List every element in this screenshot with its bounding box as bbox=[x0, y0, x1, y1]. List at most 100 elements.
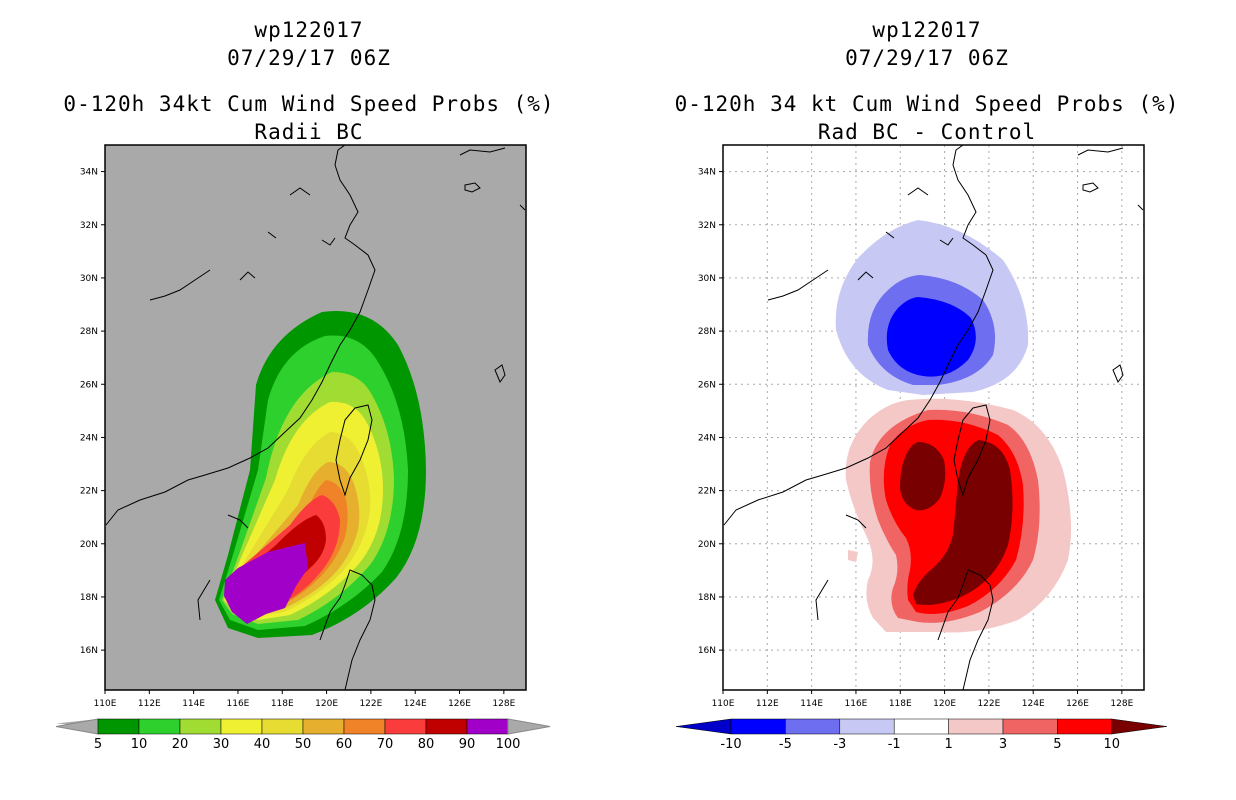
colorbar-swatch bbox=[839, 718, 895, 735]
x-tick-label: 126E bbox=[1066, 699, 1089, 709]
y-tick-label: 26N bbox=[698, 380, 716, 390]
right-map: 110E 112E 114E 116E 118E 120E 122E 124E 126E 128E… bbox=[675, 144, 1167, 752]
right-map-frame bbox=[722, 144, 1145, 691]
x-tick-label: 116E bbox=[227, 699, 250, 709]
diff-positive-10-east bbox=[913, 440, 1013, 605]
colorbar-high-arrow bbox=[1111, 718, 1167, 735]
colorbar-swatch bbox=[466, 718, 509, 735]
colorbar-swatch bbox=[261, 718, 304, 735]
x-tick-label: 112E bbox=[756, 699, 779, 709]
y-tick-label: 16N bbox=[80, 646, 98, 656]
y-tick-label: 28N bbox=[80, 327, 98, 337]
left-datetime: 07/29/17 06Z bbox=[227, 46, 391, 70]
x-tick-label: 122E bbox=[359, 699, 382, 709]
diff-positive-isolated bbox=[848, 550, 858, 562]
x-tick-label: 124E bbox=[404, 699, 427, 709]
y-tick-label: 26N bbox=[80, 380, 98, 390]
x-tick-label: 116E bbox=[845, 699, 868, 709]
y-tick-label: 22N bbox=[80, 487, 98, 497]
colorbar-label: 5 bbox=[1053, 737, 1061, 752]
right-x-axis: 110E 112E 114E 116E 118E 120E 122E 124E 126E 128E bbox=[712, 690, 1134, 709]
x-tick-label: 126E bbox=[448, 699, 471, 709]
colorbar-swatch bbox=[893, 718, 949, 735]
y-tick-label: 30N bbox=[80, 274, 98, 284]
x-tick-label: 110E bbox=[712, 699, 735, 709]
prob-contour-90 bbox=[224, 543, 308, 624]
colorbar-swatch bbox=[948, 718, 1004, 735]
x-tick-label: 124E bbox=[1022, 699, 1045, 709]
y-tick-label: 34N bbox=[698, 168, 716, 178]
colorbar-swatch bbox=[1002, 718, 1058, 735]
y-tick-label: 30N bbox=[698, 274, 716, 284]
colorbar-label: 30 bbox=[213, 737, 230, 752]
colorbar-swatch bbox=[220, 718, 263, 735]
colorbar-label: 10 bbox=[1104, 737, 1121, 752]
colorbar-label: 70 bbox=[377, 737, 394, 752]
colorbar-swatch bbox=[179, 718, 222, 735]
colorbar-label: 3 bbox=[999, 737, 1007, 752]
right-title: 0-120h 34 kt Cum Wind Speed Probs (%) bbox=[674, 92, 1180, 116]
colorbar-swatch bbox=[384, 718, 427, 735]
y-tick-label: 20N bbox=[80, 540, 98, 550]
colorbar-high-arrow bbox=[507, 718, 551, 735]
colorbar-label: 20 bbox=[172, 737, 189, 752]
diff-positive-10-west bbox=[900, 442, 946, 511]
colorbar-swatch bbox=[425, 718, 468, 735]
diff-negative-5 bbox=[886, 297, 976, 377]
colorbar-label: -3 bbox=[833, 737, 846, 752]
left-panel: wp122017 07/29/17 06Z 0-120h 34kt Cum Wi… bbox=[55, 18, 555, 752]
colorbar-swatch bbox=[97, 718, 140, 735]
colorbar-label: 50 bbox=[295, 737, 312, 752]
colorbar-swatch bbox=[343, 718, 386, 735]
x-tick-label: 122E bbox=[977, 699, 1000, 709]
colorbar-label: 40 bbox=[254, 737, 271, 752]
right-storm-id: wp122017 bbox=[872, 18, 982, 42]
colorbar-label: 60 bbox=[336, 737, 353, 752]
colorbar-label: -1 bbox=[888, 737, 901, 752]
left-colorbar: 5 10 20 30 40 50 60 70 80 90 100 bbox=[55, 718, 551, 752]
y-tick-label: 16N bbox=[698, 646, 716, 656]
colorbar-label: 80 bbox=[418, 737, 435, 752]
colorbar-label: -5 bbox=[779, 737, 792, 752]
y-tick-label: 20N bbox=[698, 540, 716, 550]
colorbar-label: 100 bbox=[496, 737, 521, 752]
x-tick-label: 128E bbox=[1110, 699, 1133, 709]
y-tick-label: 24N bbox=[80, 433, 98, 443]
right-coastline bbox=[723, 145, 1144, 690]
y-tick-label: 28N bbox=[698, 327, 716, 337]
x-tick-label: 110E bbox=[94, 699, 117, 709]
y-tick-label: 18N bbox=[698, 593, 716, 603]
colorbar-low-arrow bbox=[675, 718, 732, 735]
colorbar-swatch bbox=[785, 718, 841, 735]
x-tick-label: 120E bbox=[315, 699, 338, 709]
y-tick-label: 34N bbox=[80, 168, 98, 178]
right-panel: wp122017 07/29/17 06Z 0-120h 34 kt Cum W… bbox=[618, 0, 1236, 800]
x-tick-label: 112E bbox=[138, 699, 161, 709]
left-subtitle: Radii BC bbox=[254, 120, 364, 144]
left-title: 0-120h 34kt Cum Wind Speed Probs (%) bbox=[63, 92, 555, 116]
left-map: 110E 112E 114E 116E 118E 120E 122E 124E 126E 128E… bbox=[55, 144, 551, 752]
colorbar-swatch bbox=[138, 718, 181, 735]
left-storm-id: wp122017 bbox=[254, 18, 364, 42]
y-tick-label: 32N bbox=[80, 221, 98, 231]
left-y-axis: 16N 18N 20N 22N 24N 26N 28N 30N 32N 34N bbox=[80, 168, 105, 656]
x-tick-label: 120E bbox=[933, 699, 956, 709]
colorbar-label: 10 bbox=[131, 737, 148, 752]
x-tick-label: 118E bbox=[271, 699, 294, 709]
x-tick-label: 114E bbox=[800, 699, 823, 709]
right-y-axis: 16N 18N 20N 22N 24N 26N 28N 30N 32N 34N bbox=[698, 168, 723, 656]
y-tick-label: 24N bbox=[698, 433, 716, 443]
left-map-frame bbox=[104, 144, 527, 691]
y-tick-label: 32N bbox=[698, 221, 716, 231]
x-tick-label: 128E bbox=[492, 699, 515, 709]
colorbar-label: 5 bbox=[94, 737, 102, 752]
right-colorbar: -10 -5 -3 -1 1 3 5 10 bbox=[675, 718, 1167, 752]
left-probability-field bbox=[215, 310, 426, 638]
colorbar-swatch bbox=[730, 718, 786, 735]
colorbar-label: -10 bbox=[720, 737, 741, 752]
right-datetime: 07/29/17 06Z bbox=[845, 46, 1009, 70]
right-difference-field bbox=[835, 220, 1072, 633]
right-subtitle: Rad BC - Control bbox=[817, 120, 1037, 144]
left-x-axis: 110E 112E 114E 116E 118E 120E 122E 124E 126E 128E bbox=[94, 690, 516, 709]
y-tick-label: 18N bbox=[80, 593, 98, 603]
